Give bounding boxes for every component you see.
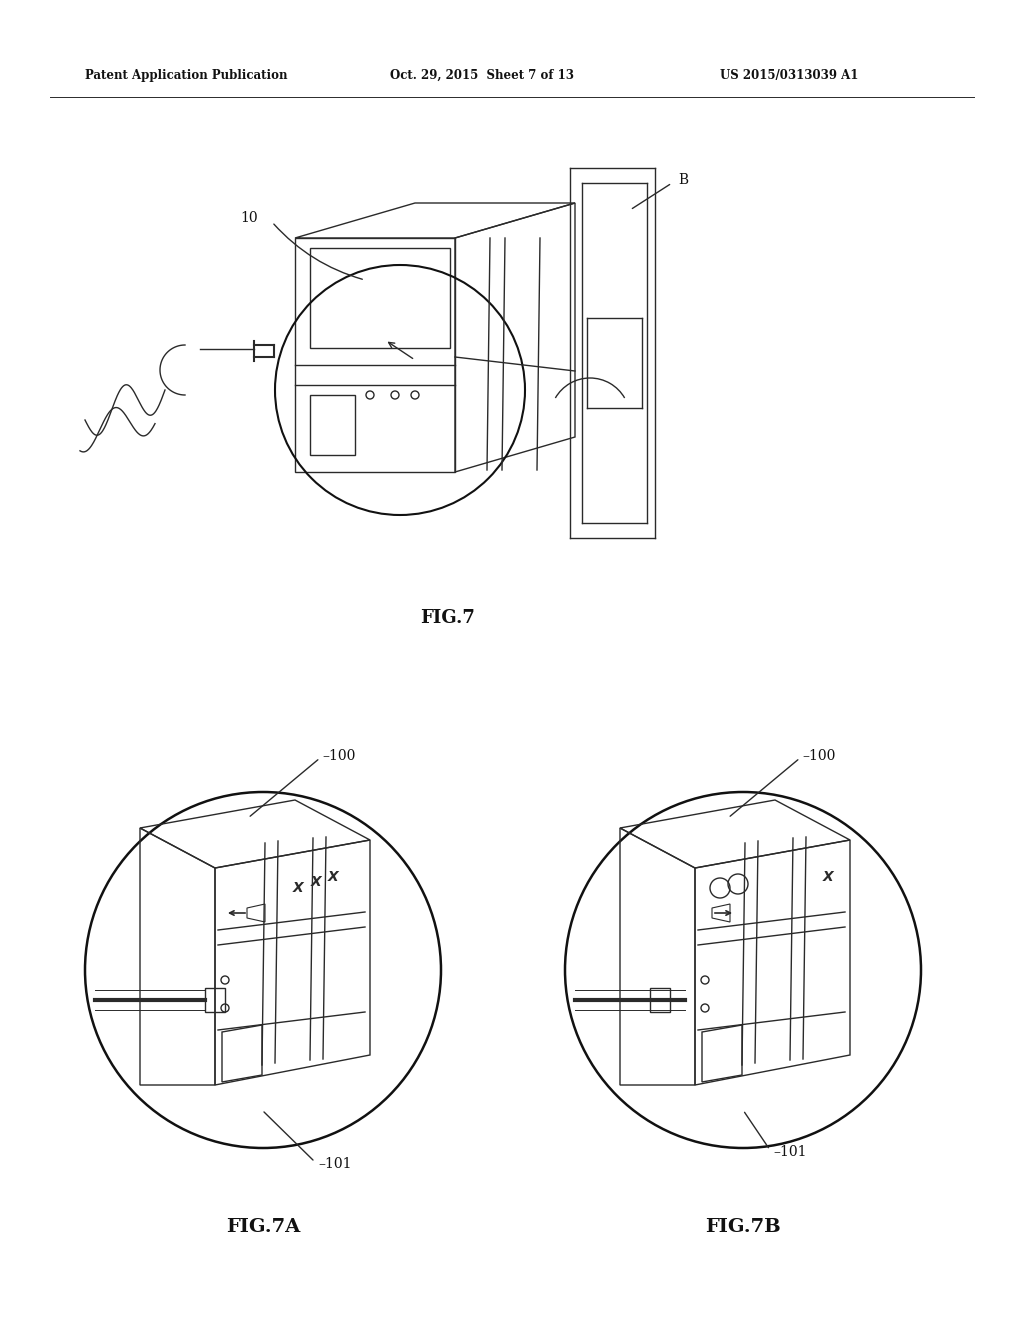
Text: Oct. 29, 2015  Sheet 7 of 13: Oct. 29, 2015 Sheet 7 of 13 [390,69,574,82]
Text: FIG.7B: FIG.7B [706,1218,781,1236]
Text: FIG.7A: FIG.7A [226,1218,300,1236]
Text: FIG.7: FIG.7 [421,609,475,627]
Text: –101: –101 [318,1158,351,1171]
Text: –101: –101 [773,1144,807,1159]
Text: B: B [678,173,688,187]
Text: X: X [310,875,322,888]
Text: X: X [328,870,338,884]
Text: X: X [822,870,834,884]
Text: Patent Application Publication: Patent Application Publication [85,69,288,82]
Text: –100: –100 [322,748,355,763]
Text: 10: 10 [241,211,258,224]
Text: X: X [293,880,303,895]
Text: –100: –100 [802,748,836,763]
Text: US 2015/0313039 A1: US 2015/0313039 A1 [720,69,858,82]
